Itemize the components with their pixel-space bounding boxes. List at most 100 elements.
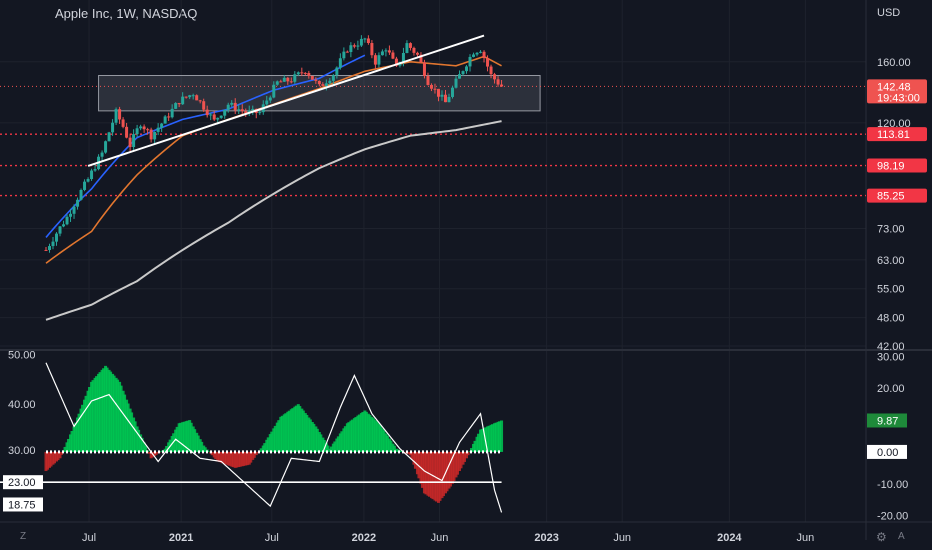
candle-body [279, 81, 283, 83]
candle-body [289, 81, 293, 83]
candle-body [177, 103, 181, 105]
candle-body [55, 233, 59, 242]
oscillator-tick-label: 30.00 [877, 351, 905, 363]
candles [44, 35, 504, 253]
candle-body [349, 45, 353, 53]
oscillator-left-tick: 30.00 [8, 445, 36, 457]
countdown-label: 19:43:00 [877, 92, 920, 104]
timezone-icon[interactable]: Z [20, 531, 27, 542]
candle-body [219, 115, 223, 118]
candle-body [58, 226, 62, 234]
candle-body [104, 141, 108, 153]
price-tick-label: 63.00 [877, 255, 905, 267]
candle-body [293, 74, 297, 82]
candle-body [461, 71, 465, 75]
candle-body [370, 43, 374, 56]
candle-body [429, 84, 433, 89]
candle-body [394, 58, 398, 66]
candle-body [482, 51, 486, 59]
price-badge [867, 158, 927, 173]
candle-body [83, 181, 87, 190]
candle-body [251, 108, 255, 111]
candle-body [468, 56, 472, 67]
candle-body [384, 50, 388, 52]
oscillator-left-tick: 40.00 [8, 399, 36, 411]
candle-body [479, 51, 483, 53]
currency-label: USD [877, 7, 900, 19]
candle-body [69, 213, 73, 217]
candle-body [366, 38, 370, 44]
candle-body [132, 134, 136, 148]
candle-body [163, 116, 167, 124]
auto-scale-icon[interactable]: A [898, 531, 905, 542]
candle-body [237, 109, 241, 111]
candle-body [335, 67, 339, 76]
candle-body [247, 110, 251, 114]
candle-body [380, 51, 384, 56]
candle-body [142, 126, 146, 130]
candle-body [328, 80, 332, 84]
oscillator: 30.0020.0010.000.00-10.00-20.0050.0040.0… [0, 349, 908, 523]
candle-body [342, 51, 346, 59]
moving-average-line [45, 120, 502, 321]
candle-body [93, 169, 97, 171]
candle-body [307, 73, 311, 76]
left-badge-label: 18.75 [8, 499, 36, 511]
candle-body [472, 54, 476, 57]
oscillator-left-tick: 50.00 [8, 349, 36, 361]
time-tick-label: 2024 [717, 532, 742, 544]
price-badge-label: 98.19 [877, 161, 905, 173]
candle-body [121, 119, 125, 127]
left-badge [3, 475, 43, 490]
candle-body [44, 249, 48, 251]
candle-body [496, 79, 500, 85]
candle-body [125, 126, 129, 138]
candle-body [244, 111, 248, 114]
candle-body [48, 246, 52, 251]
time-axis: Jul 2021 Jul 2022 Jun 2023 Jun 2024 Jun [82, 532, 814, 544]
candle-body [275, 81, 279, 85]
candle-body [65, 216, 69, 225]
candle-body [191, 95, 195, 97]
left-badge-label: 23.00 [8, 477, 36, 489]
candle-body [408, 43, 412, 48]
candle-body [387, 50, 391, 53]
candle-body [436, 88, 440, 97]
gear-icon[interactable]: ⚙ [876, 530, 887, 544]
candle-body [447, 96, 451, 103]
price-badge-label: 85.25 [877, 191, 905, 203]
candle-body [465, 66, 469, 72]
candle-body [359, 38, 363, 46]
candle-body [62, 224, 66, 227]
time-tick-label: 2021 [169, 532, 193, 544]
candle-body [149, 129, 153, 140]
candle-body [212, 114, 216, 120]
candle-body [265, 100, 269, 105]
candle-body [223, 109, 227, 116]
candle-body [391, 52, 395, 59]
candle-body [317, 80, 321, 85]
candle-body [352, 45, 356, 47]
candle-body [282, 77, 286, 82]
candle-body [443, 94, 447, 103]
support-levels [0, 85, 866, 197]
candle-body [272, 84, 276, 98]
candle-body [331, 75, 335, 81]
candle-body [433, 88, 437, 90]
candle-body [300, 72, 304, 74]
candle-body [160, 123, 164, 128]
time-tick-label: Jun [613, 532, 631, 544]
candle-body [202, 101, 206, 110]
candle-body [195, 95, 199, 101]
candle-body [412, 47, 416, 53]
candle-body [79, 189, 83, 200]
candle-body [111, 122, 115, 133]
time-tick-label: 2022 [352, 532, 376, 544]
zero-badge [867, 444, 907, 459]
candle-body [296, 72, 300, 75]
candle-body [415, 52, 419, 55]
candle-body [405, 43, 409, 53]
candle-body [426, 75, 430, 85]
candle-body [310, 75, 314, 80]
